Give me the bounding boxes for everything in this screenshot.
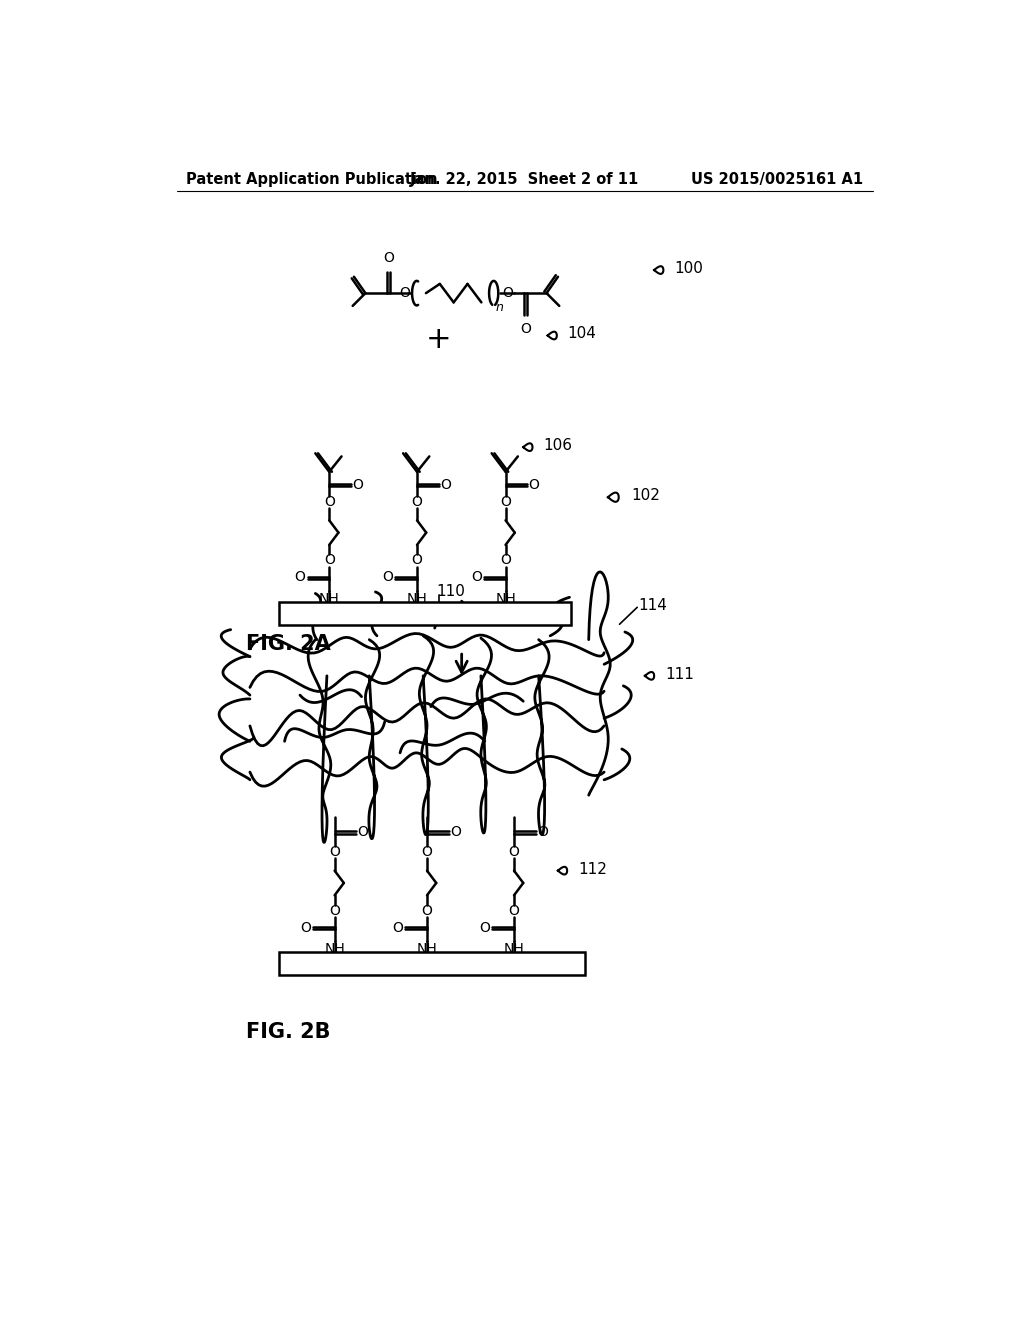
Text: NH: NH <box>407 591 427 606</box>
Text: 100: 100 <box>674 261 703 276</box>
Text: O: O <box>479 920 490 935</box>
Text: NH: NH <box>496 591 516 606</box>
Text: 110: 110 <box>436 585 465 599</box>
Text: O: O <box>412 495 423 508</box>
Text: O: O <box>300 920 311 935</box>
Text: O: O <box>329 904 340 917</box>
Text: O: O <box>509 904 519 917</box>
Text: +: + <box>426 325 452 354</box>
Text: 114: 114 <box>639 598 668 612</box>
Text: 104: 104 <box>567 326 597 342</box>
Text: n: n <box>496 301 504 314</box>
Text: O: O <box>520 322 531 337</box>
Text: Patent Application Publication: Patent Application Publication <box>186 172 437 186</box>
Text: O: O <box>324 495 335 508</box>
Text: 112: 112 <box>578 862 607 876</box>
Text: O: O <box>422 845 432 859</box>
Text: 111: 111 <box>665 667 694 682</box>
Text: O: O <box>500 495 511 508</box>
Text: O: O <box>329 845 340 859</box>
Text: O: O <box>440 478 451 492</box>
Text: Jan. 22, 2015  Sheet 2 of 11: Jan. 22, 2015 Sheet 2 of 11 <box>411 172 639 186</box>
Text: O: O <box>502 286 513 300</box>
Text: O: O <box>382 570 393 585</box>
Bar <box>280 952 585 975</box>
Text: O: O <box>324 553 335 568</box>
Text: NH: NH <box>318 591 340 606</box>
Text: NH: NH <box>417 942 437 956</box>
Text: O: O <box>471 570 481 585</box>
Text: O: O <box>357 825 369 840</box>
Text: O: O <box>537 825 548 840</box>
Text: O: O <box>528 478 540 492</box>
Text: FIG. 2A: FIG. 2A <box>246 634 331 653</box>
Text: US 2015/0025161 A1: US 2015/0025161 A1 <box>691 172 863 186</box>
Text: O: O <box>451 825 461 840</box>
Text: O: O <box>509 845 519 859</box>
Text: 106: 106 <box>544 438 572 453</box>
Text: O: O <box>392 920 403 935</box>
Text: O: O <box>422 904 432 917</box>
Text: O: O <box>383 251 394 265</box>
Bar <box>280 602 571 626</box>
Text: FIG. 2B: FIG. 2B <box>246 1023 331 1043</box>
Text: NH: NH <box>504 942 524 956</box>
Text: O: O <box>500 553 511 568</box>
Text: O: O <box>352 478 364 492</box>
Text: O: O <box>295 570 305 585</box>
Text: O: O <box>399 286 410 300</box>
Text: NH: NH <box>325 942 345 956</box>
Text: O: O <box>412 553 423 568</box>
Text: 102: 102 <box>631 488 659 503</box>
